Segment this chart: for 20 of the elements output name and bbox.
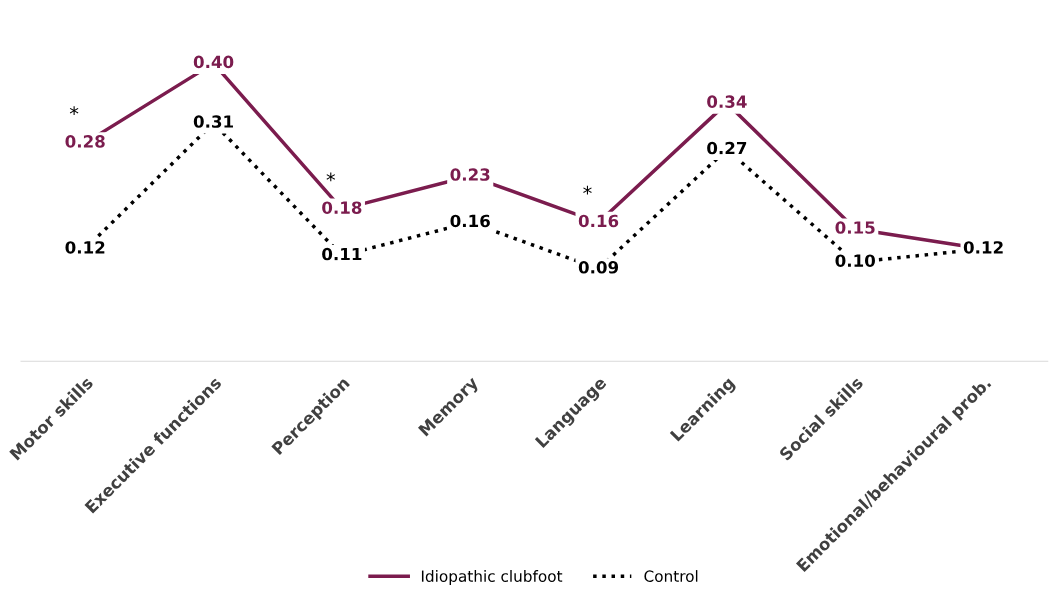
data-label: 0.11 [322,247,362,261]
legend-label: Idiopathic clubfoot [421,570,563,585]
data-label: 0.18 [322,201,362,214]
annotation: * [326,172,336,182]
data-label: 0.12 [963,241,1003,254]
data-label: 0.31 [193,115,233,128]
annotation: * [69,106,79,116]
legend-label: Control [644,570,698,582]
data-label: 0.16 [450,214,490,228]
data-label: 0.23 [450,168,490,181]
data-label: 0.10 [835,254,875,267]
data-label: 0.34 [707,95,747,108]
data-label: 0.28 [65,135,105,148]
data-label: 0.16 [578,214,619,228]
data-label: 0.27 [707,141,747,155]
data-label: 0.09 [578,261,619,274]
data-label: 0.15 [835,221,875,234]
annotation: * [583,185,592,195]
data-label: 0.40 [193,55,234,69]
data-label: 0.12 [65,241,105,254]
